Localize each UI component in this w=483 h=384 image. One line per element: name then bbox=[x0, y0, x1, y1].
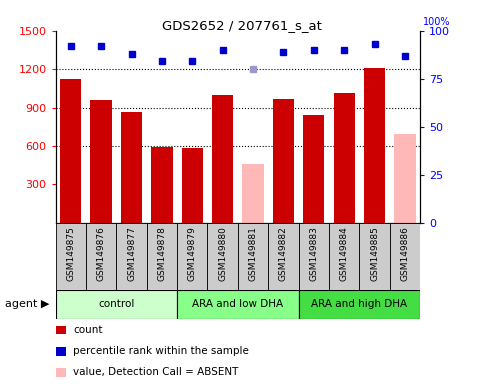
Text: GSM149876: GSM149876 bbox=[97, 226, 106, 281]
Bar bbox=[208, 223, 238, 290]
Bar bbox=[268, 223, 298, 290]
Bar bbox=[90, 100, 112, 223]
Bar bbox=[86, 223, 116, 290]
Bar bbox=[242, 164, 264, 223]
Text: percentile rank within the sample: percentile rank within the sample bbox=[73, 346, 249, 356]
Text: control: control bbox=[98, 299, 134, 310]
Bar bbox=[177, 223, 208, 290]
Text: GSM149884: GSM149884 bbox=[340, 226, 349, 281]
Bar bbox=[212, 95, 233, 223]
Bar bbox=[395, 134, 416, 223]
Text: 100%: 100% bbox=[423, 17, 450, 27]
Bar bbox=[56, 290, 177, 319]
Bar bbox=[121, 112, 142, 223]
Bar bbox=[182, 148, 203, 223]
Text: GSM149885: GSM149885 bbox=[370, 226, 379, 281]
Text: count: count bbox=[73, 325, 103, 335]
Bar bbox=[177, 290, 298, 319]
Bar bbox=[303, 114, 325, 223]
Bar bbox=[147, 223, 177, 290]
Bar bbox=[151, 147, 172, 223]
Text: GSM149882: GSM149882 bbox=[279, 226, 288, 281]
Text: GSM149879: GSM149879 bbox=[188, 226, 197, 281]
Bar bbox=[364, 68, 385, 223]
Text: GSM149886: GSM149886 bbox=[400, 226, 410, 281]
Text: value, Detection Call = ABSENT: value, Detection Call = ABSENT bbox=[73, 367, 239, 377]
Bar bbox=[390, 223, 420, 290]
Bar bbox=[359, 223, 390, 290]
Text: ARA and low DHA: ARA and low DHA bbox=[192, 299, 284, 310]
Text: GSM149878: GSM149878 bbox=[157, 226, 167, 281]
Bar bbox=[329, 223, 359, 290]
Bar bbox=[56, 223, 86, 290]
Text: agent ▶: agent ▶ bbox=[5, 299, 49, 310]
Bar bbox=[60, 79, 81, 223]
Bar bbox=[116, 223, 147, 290]
Bar bbox=[298, 223, 329, 290]
Bar bbox=[273, 99, 294, 223]
Bar bbox=[334, 93, 355, 223]
Text: GSM149880: GSM149880 bbox=[218, 226, 227, 281]
Bar bbox=[238, 223, 268, 290]
Text: GSM149877: GSM149877 bbox=[127, 226, 136, 281]
Text: GSM149883: GSM149883 bbox=[309, 226, 318, 281]
Text: GSM149875: GSM149875 bbox=[66, 226, 75, 281]
Text: GDS2652 / 207761_s_at: GDS2652 / 207761_s_at bbox=[161, 19, 322, 32]
Text: ARA and high DHA: ARA and high DHA bbox=[312, 299, 408, 310]
Bar bbox=[298, 290, 420, 319]
Text: GSM149881: GSM149881 bbox=[249, 226, 257, 281]
